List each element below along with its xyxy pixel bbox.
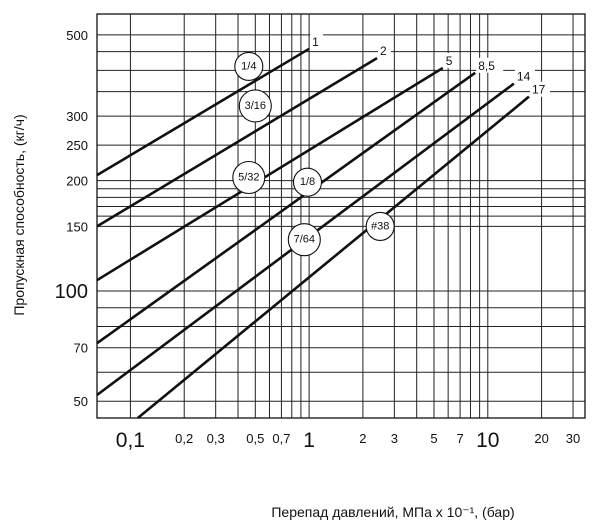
series-line-2 <box>96 56 378 228</box>
plot-frame <box>96 13 586 419</box>
series-bubble: 7/64 <box>287 223 321 257</box>
x-tick-label: 3 <box>391 431 398 446</box>
label-mask <box>476 57 504 73</box>
series-end-label: 8,5 <box>478 59 495 73</box>
grid-layer <box>97 14 585 418</box>
series-end-label: 2 <box>380 44 387 58</box>
x-tick-label: 5 <box>430 431 437 446</box>
x-tick-label: 7 <box>456 431 463 446</box>
x-tick-label: 2 <box>359 431 366 446</box>
label-mask <box>378 43 391 59</box>
label-mask <box>530 81 550 97</box>
y-tick-label: 50 <box>74 394 88 409</box>
series-end-label: 1 <box>312 35 319 49</box>
bubble-circle <box>238 89 272 123</box>
y-tick-label: 100 <box>55 281 88 303</box>
series-bubble: 1/8 <box>292 167 323 197</box>
x-tick-label: 20 <box>534 431 548 446</box>
x-tick-label: 1 <box>303 429 315 452</box>
label-mask <box>310 33 324 49</box>
bubble-label: #38 <box>371 220 389 232</box>
x-tick-label: 0,3 <box>207 431 225 446</box>
bubble-label: 1/8 <box>300 176 315 188</box>
series-bubble: 1/4 <box>234 51 264 81</box>
x-tick-label: 0,2 <box>175 431 193 446</box>
series-line-6 <box>136 95 530 420</box>
bubble-circle <box>232 160 266 195</box>
bubble-circle <box>234 51 264 81</box>
x-tick-label: 30 <box>566 431 580 446</box>
bubble-label: 7/64 <box>294 234 315 246</box>
series-bubble: 3/16 <box>238 89 272 123</box>
series-end-label: 14 <box>517 70 531 84</box>
x-tick-label: 0,1 <box>116 429 145 452</box>
bubble-label: 5/32 <box>238 172 259 184</box>
tick-labels: 0,1 0,2 0,3 0,5 0,7 1 2 3 5 7 10 20 30 50 70 100 150 200 2… <box>55 28 581 452</box>
bubble-circle <box>365 211 395 241</box>
label-mask <box>443 53 457 68</box>
series-line-1 <box>96 47 310 177</box>
y-tick-label: 300 <box>66 109 88 124</box>
y-tick-label: 500 <box>66 28 88 43</box>
y-axis-title: Пропускная способность, (кг/ч) <box>11 114 27 315</box>
series-end-label: 17 <box>532 83 546 97</box>
label-mask <box>514 68 535 84</box>
series-bubble: #38 <box>365 211 395 241</box>
series-bubbles: 1/4 3/16 5/32 1/8 7/64 #38 <box>232 51 395 257</box>
y-tick-label: 200 <box>66 174 88 189</box>
y-tick-label: 250 <box>66 138 88 153</box>
series-line-4 <box>96 71 476 345</box>
y-tick-label: 150 <box>66 219 88 234</box>
x-tick-label: 0,7 <box>272 431 290 446</box>
series-bubble: 5/32 <box>232 160 266 195</box>
bubble-label: 3/16 <box>245 100 266 112</box>
bubble-circle <box>292 167 323 197</box>
y-tick-label: 70 <box>74 341 88 356</box>
label-mask-layer <box>310 33 550 97</box>
x-tick-label: 10 <box>476 429 499 452</box>
series-end-label: 5 <box>446 54 453 68</box>
x-axis-title: Перепад давлений, МПа x 10⁻¹, (бар) <box>271 504 514 520</box>
x-tick-label: 0,5 <box>246 431 264 446</box>
series-line-3 <box>96 66 444 282</box>
bubble-circle <box>287 223 321 257</box>
bubble-label: 1/4 <box>241 60 256 72</box>
